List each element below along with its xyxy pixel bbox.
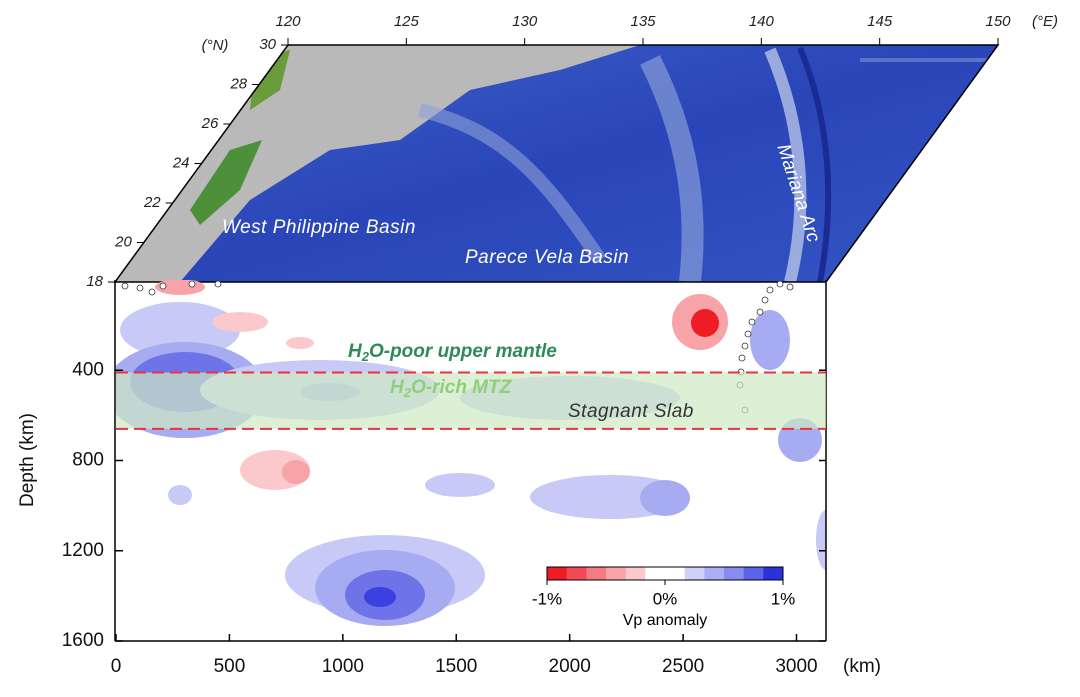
- annotation-part: O-poor upper mantle: [369, 341, 557, 362]
- lat-tick-label: 30: [259, 36, 276, 53]
- colorbar-tick-label: 1%: [771, 589, 796, 608]
- colorbar-step: [645, 567, 666, 580]
- annotation-part: O-rich MTZ: [411, 377, 513, 398]
- x-tick-label: 1000: [322, 656, 364, 677]
- colorbar-label: Vp anomaly: [623, 612, 708, 629]
- lon-tick-label: 125: [394, 13, 420, 30]
- y-axis-label: Depth (km): [17, 413, 38, 507]
- lon-tick-label: 120: [275, 13, 301, 30]
- lat-tick-label: 20: [114, 233, 132, 250]
- lon-tick-label: 145: [867, 13, 893, 30]
- x-tick-label: 1500: [435, 656, 477, 677]
- colorbar-step: [724, 567, 745, 580]
- lat-tick-label: 28: [229, 75, 247, 92]
- mtz-band: [116, 372, 826, 429]
- y-tick-label: 1600: [62, 630, 104, 651]
- colorbar-step: [606, 567, 627, 580]
- lon-tick-label: 140: [749, 13, 775, 30]
- colorbar-step: [547, 567, 568, 580]
- y-tick-label: 800: [72, 450, 104, 471]
- colorbar-step: [665, 567, 686, 580]
- annotation: H2O-poor upper mantle: [348, 341, 557, 364]
- colorbar-step: [743, 567, 764, 580]
- y-tick-label: 400: [72, 359, 104, 380]
- x-tick-label: 3000: [775, 656, 817, 677]
- colorbar-step: [566, 567, 587, 580]
- colorbar-step: [684, 567, 705, 580]
- colorbar-step: [586, 567, 607, 580]
- lat-tick-label: 26: [201, 115, 219, 132]
- relief-map: [115, 45, 998, 282]
- annotation: Stagnant Slab: [568, 401, 694, 422]
- lon-tick-label: 150: [985, 13, 1011, 30]
- annotation-part: H: [390, 377, 405, 398]
- y-tick-label: 1200: [62, 540, 104, 561]
- colorbar-step: [763, 567, 784, 580]
- lat-unit: (°N): [202, 37, 229, 54]
- lon-unit: (°E): [1032, 13, 1058, 30]
- map-label: West Philippine Basin: [222, 217, 416, 238]
- lat-tick-label: 24: [172, 154, 190, 171]
- annotation-part: 2: [403, 385, 412, 400]
- colorbar-tick-label: -1%: [532, 589, 562, 608]
- x-axis-unit: (km): [843, 656, 881, 677]
- x-tick-label: 0: [111, 656, 122, 677]
- annotation: H2O-rich MTZ: [390, 377, 513, 400]
- colorbar-step: [704, 567, 725, 580]
- x-tick-label: 2000: [549, 656, 591, 677]
- lat-tick-label: 18: [86, 273, 103, 290]
- lon-tick-label: 130: [512, 13, 538, 30]
- map-label: Parece Vela Basin: [465, 247, 629, 268]
- colorbar-tick-label: 0%: [653, 589, 678, 608]
- colorbar-step: [625, 567, 646, 580]
- lat-tick-label: 22: [143, 194, 161, 211]
- x-tick-label: 500: [214, 656, 246, 677]
- lon-tick-label: 135: [630, 13, 656, 30]
- annotation-part: 2: [361, 349, 370, 364]
- x-tick-label: 2500: [662, 656, 704, 677]
- annotation-part: H: [348, 341, 363, 362]
